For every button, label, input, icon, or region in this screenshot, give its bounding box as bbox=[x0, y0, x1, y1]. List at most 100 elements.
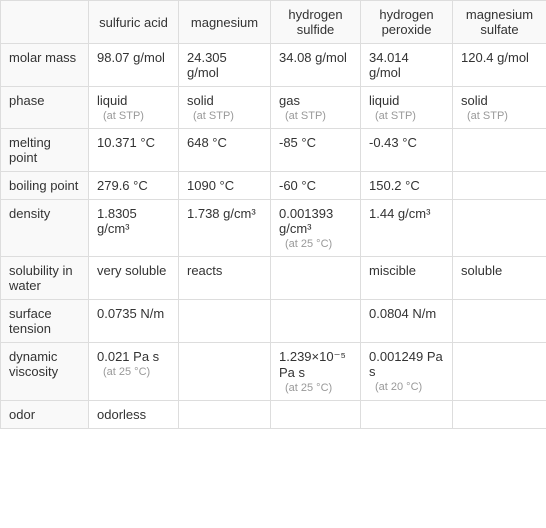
row-header: solubility in water bbox=[1, 257, 89, 300]
cell-value: solid bbox=[461, 93, 538, 108]
table-body: molar mass 98.07 g/mol 24.305 g/mol34.08 g… bbox=[1, 44, 546, 429]
cell-value: liquid bbox=[369, 93, 444, 108]
table-cell bbox=[271, 257, 361, 300]
table-header-row: sulfuric acid magnesium hydrogen sulfide… bbox=[1, 1, 546, 44]
cell-value: 1.44 g/cm³ bbox=[369, 206, 444, 221]
table-cell bbox=[179, 300, 271, 343]
table-cell bbox=[453, 200, 546, 257]
cell-note: (at STP) bbox=[467, 110, 538, 122]
cell-value: miscible bbox=[369, 263, 444, 278]
table-cell: liquid (at STP) bbox=[361, 87, 453, 129]
cell-value: 0.021 Pa s bbox=[97, 349, 170, 364]
cell-note: (at STP) bbox=[375, 110, 444, 122]
cell-note: (at 20 °C) bbox=[375, 381, 444, 393]
cell-note: (at 25 °C) bbox=[285, 382, 352, 394]
row-header: boiling point bbox=[1, 172, 89, 200]
table-cell bbox=[453, 172, 546, 200]
cell-value: 1.8305 g/cm³ bbox=[97, 206, 170, 236]
table-cell: 0.021 Pa s(at 25 °C) bbox=[89, 343, 179, 401]
cell-note: (at 25 °C) bbox=[285, 238, 352, 250]
row-header: odor bbox=[1, 401, 89, 429]
table-row: phaseliquid(at STP)solid(at STP)gas(at S… bbox=[1, 87, 546, 129]
table-cell: 120.4 g/mol bbox=[453, 44, 546, 87]
table-cell: very soluble bbox=[89, 257, 179, 300]
cell-value: 0.001249 Pa s bbox=[369, 349, 444, 379]
table-cell bbox=[179, 343, 271, 401]
cell-value: 98.07 g/mol bbox=[97, 50, 170, 65]
table-row: odor odorless bbox=[1, 401, 546, 429]
table-row: surface tension 0.0735 N/m 0.0804 N/m bbox=[1, 300, 546, 343]
table-cell: 24.305 g/mol bbox=[179, 44, 271, 87]
table-cell: -0.43 °C bbox=[361, 129, 453, 172]
cell-value: 0.0735 N/m bbox=[97, 306, 170, 321]
table-cell: 648 °C bbox=[179, 129, 271, 172]
cell-value: liquid bbox=[97, 93, 170, 108]
table-cell bbox=[361, 401, 453, 429]
table-cell: reacts bbox=[179, 257, 271, 300]
cell-value: gas bbox=[279, 93, 352, 108]
table-cell bbox=[453, 300, 546, 343]
table-cell: 0.0804 N/m bbox=[361, 300, 453, 343]
col-header: hydrogen peroxide bbox=[361, 1, 453, 44]
cell-note: (at STP) bbox=[285, 110, 352, 122]
cell-value: -85 °C bbox=[279, 135, 352, 150]
cell-value: 0.001393 g/cm³ bbox=[279, 206, 352, 236]
cell-value: -60 °C bbox=[279, 178, 352, 193]
corner-cell bbox=[1, 1, 89, 44]
table-cell: -60 °C bbox=[271, 172, 361, 200]
table-cell: liquid(at STP) bbox=[89, 87, 179, 129]
table-cell: soluble bbox=[453, 257, 546, 300]
table-row: molar mass 98.07 g/mol 24.305 g/mol34.08 g… bbox=[1, 44, 546, 87]
cell-note: (at STP) bbox=[193, 110, 262, 122]
table-cell bbox=[271, 300, 361, 343]
col-header: sulfuric acid bbox=[89, 1, 179, 44]
row-header: phase bbox=[1, 87, 89, 129]
row-header: surface tension bbox=[1, 300, 89, 343]
table-cell: solid (at STP) bbox=[179, 87, 271, 129]
cell-value: 10.371 °C bbox=[97, 135, 170, 150]
properties-table: sulfuric acid magnesium hydrogen sulfide… bbox=[0, 0, 546, 429]
table-cell bbox=[453, 129, 546, 172]
row-header: molar mass bbox=[1, 44, 89, 87]
cell-value: 1.239×10⁻⁵ Pa s bbox=[279, 349, 352, 380]
cell-value: 1.738 g/cm³ bbox=[187, 206, 262, 221]
table-cell: 279.6 °C bbox=[89, 172, 179, 200]
table-cell bbox=[179, 401, 271, 429]
row-header: density bbox=[1, 200, 89, 257]
table-cell: -85 °C bbox=[271, 129, 361, 172]
col-header: magnesium bbox=[179, 1, 271, 44]
table-row: dynamic viscosity0.021 Pa s(at 25 °C)1.2… bbox=[1, 343, 546, 401]
table-cell: 10.371 °C bbox=[89, 129, 179, 172]
table-cell: 98.07 g/mol bbox=[89, 44, 179, 87]
table-cell: 150.2 °C bbox=[361, 172, 453, 200]
table-cell bbox=[453, 401, 546, 429]
cell-value: odorless bbox=[97, 407, 170, 422]
table-cell bbox=[271, 401, 361, 429]
cell-value: 150.2 °C bbox=[369, 178, 444, 193]
table-row: solubility in water very soluble reacts mis… bbox=[1, 257, 546, 300]
table-cell bbox=[453, 343, 546, 401]
cell-value: very soluble bbox=[97, 263, 170, 278]
table-row: density 1.8305 g/cm³ 1.738 g/cm³ 0.001393 g… bbox=[1, 200, 546, 257]
row-header: dynamic viscosity bbox=[1, 343, 89, 401]
col-header: magnesium sulfate bbox=[453, 1, 546, 44]
table-cell: 0.001393 g/cm³ (at 25 °C) bbox=[271, 200, 361, 257]
cell-value: reacts bbox=[187, 263, 262, 278]
table-cell: 1.8305 g/cm³ bbox=[89, 200, 179, 257]
table-row: melting point10.371 °C648 °C-85 °C-0.43 … bbox=[1, 129, 546, 172]
cell-value: soluble bbox=[461, 263, 538, 278]
table-cell: 1.239×10⁻⁵ Pa s (at 25 °C) bbox=[271, 343, 361, 401]
table-cell: 34.014 g/mol bbox=[361, 44, 453, 87]
cell-value: 34.014 g/mol bbox=[369, 50, 444, 80]
table-cell: odorless bbox=[89, 401, 179, 429]
table-cell: gas (at STP) bbox=[271, 87, 361, 129]
col-header: hydrogen sulfide bbox=[271, 1, 361, 44]
table-row: boiling point279.6 °C1090 °C-60 °C150.2 … bbox=[1, 172, 546, 200]
table-cell: miscible bbox=[361, 257, 453, 300]
table-cell: 34.08 g/mol bbox=[271, 44, 361, 87]
cell-value: 279.6 °C bbox=[97, 178, 170, 193]
table-cell: 1.44 g/cm³ bbox=[361, 200, 453, 257]
table-cell: 0.0735 N/m bbox=[89, 300, 179, 343]
table-cell: 0.001249 Pa s (at 20 °C) bbox=[361, 343, 453, 401]
cell-value: solid bbox=[187, 93, 262, 108]
